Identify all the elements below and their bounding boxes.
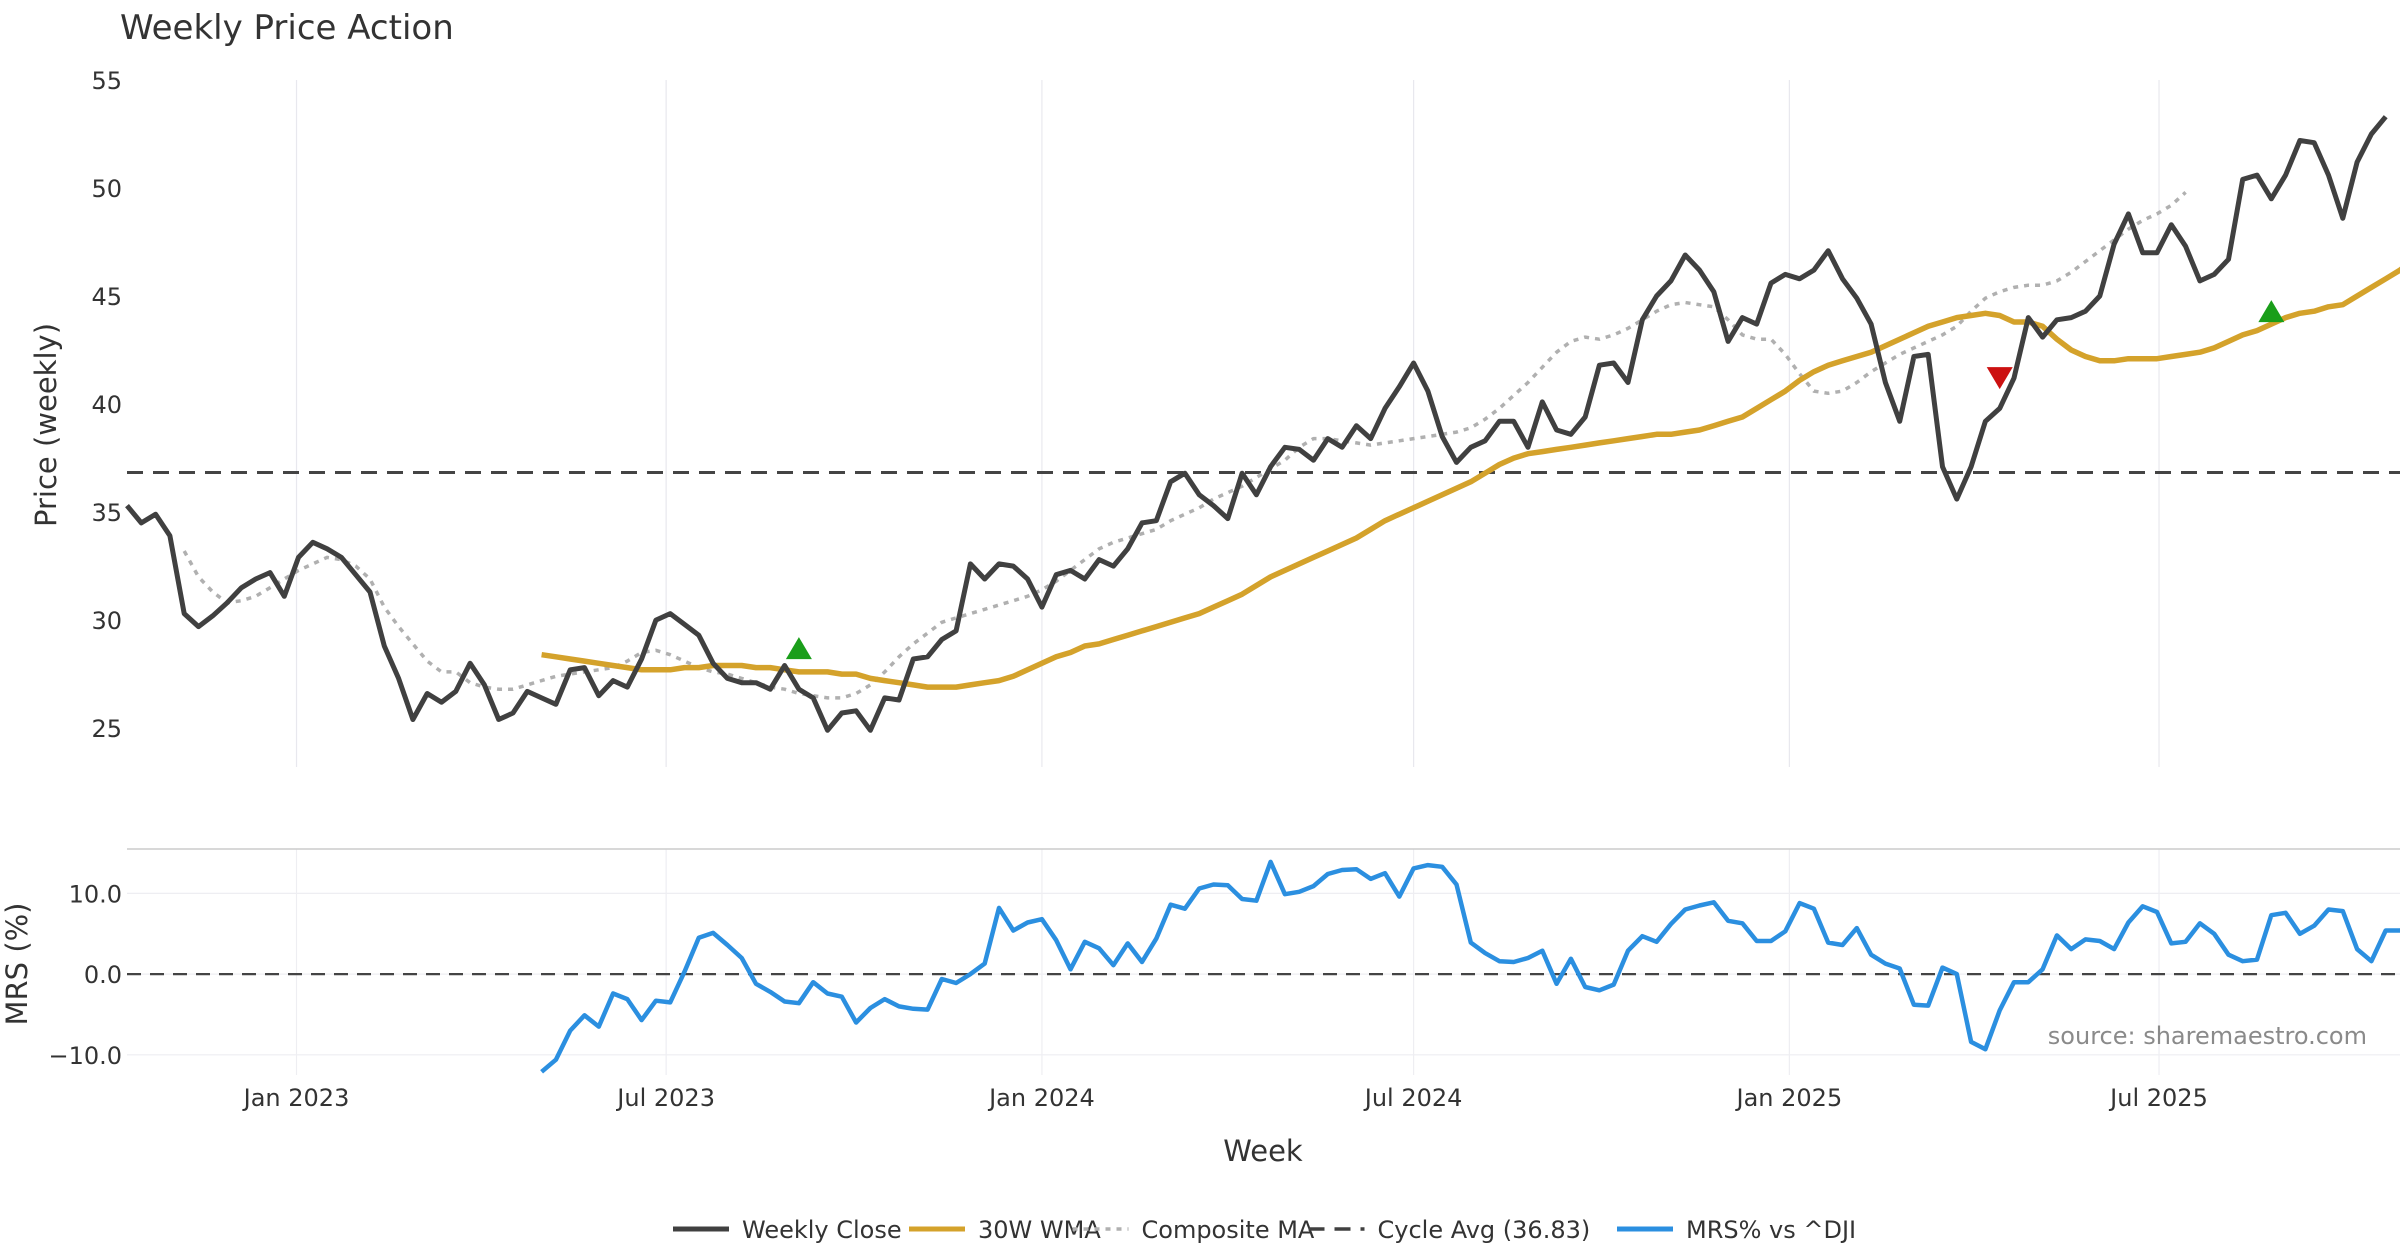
price-panel: 25 30 35 40 45 50 55 Price (weekly) <box>29 67 2400 743</box>
mrs-y-axis-label: MRS (%) <box>0 903 34 1026</box>
legend-label: 30W WMA <box>978 1216 1101 1244</box>
source-note: source: sharemaestro.com <box>2048 1022 2367 1050</box>
sell-signal-marker <box>1986 367 2013 390</box>
mrs-tick-label: 10.0 <box>69 880 122 908</box>
mrs-tick-label: 0.0 <box>84 961 122 989</box>
signal-markers <box>785 300 2285 660</box>
buy-signal-marker <box>785 637 812 660</box>
wma-30w-line <box>541 266 2400 690</box>
price-tick-label: 50 <box>91 175 122 203</box>
x-tick-label: Jul 2023 <box>615 1084 715 1112</box>
mrs-line <box>540 859 2400 1074</box>
legend-label: Cycle Avg (36.83) <box>1378 1216 1591 1244</box>
x-axis-label: Week <box>1223 1134 1303 1168</box>
price-tick-label: 45 <box>91 283 122 311</box>
legend-label: Composite MA <box>1142 1216 1315 1244</box>
price-tick-label: 25 <box>91 715 122 743</box>
x-tick-label: Jan 2023 <box>242 1084 350 1112</box>
x-tick-label: Jul 2025 <box>2108 1084 2208 1112</box>
x-tick-label: Jul 2024 <box>1363 1084 1463 1112</box>
legend-label: Weekly Close <box>742 1216 902 1244</box>
legend-label: MRS% vs ^DJI <box>1686 1216 1856 1244</box>
mrs-tick-label: −10.0 <box>48 1042 122 1070</box>
mrs-y-ticks: −10.0 0.0 10.0 <box>48 880 122 1069</box>
grid-lines <box>127 80 2400 1075</box>
x-tick-label: Jan 2024 <box>987 1084 1095 1112</box>
x-tick-label: Jan 2025 <box>1735 1084 1843 1112</box>
composite-ma-line <box>182 191 2187 700</box>
price-tick-label: 40 <box>91 391 122 419</box>
chart-title: Weekly Price Action <box>120 8 454 48</box>
price-tick-label: 55 <box>91 67 122 95</box>
price-tick-label: 35 <box>91 499 122 527</box>
price-tick-label: 30 <box>91 607 122 635</box>
price-y-axis-label: Price (weekly) <box>29 323 63 527</box>
price-y-ticks: 25 30 35 40 45 50 55 <box>91 67 122 743</box>
mrs-panel: −10.0 0.0 10.0 MRS (%) source: sharemaestr… <box>0 859 2400 1074</box>
legend: Weekly Close 30W WMA Composite MA Cycle Avg… <box>673 1216 1856 1244</box>
buy-signal-marker <box>2258 300 2285 323</box>
weekly-close-line <box>125 115 2388 733</box>
x-axis-ticks: Jan 2023 Jul 2023 Jan 2024 Jul 2024 Jan 2025… <box>242 1084 2208 1112</box>
